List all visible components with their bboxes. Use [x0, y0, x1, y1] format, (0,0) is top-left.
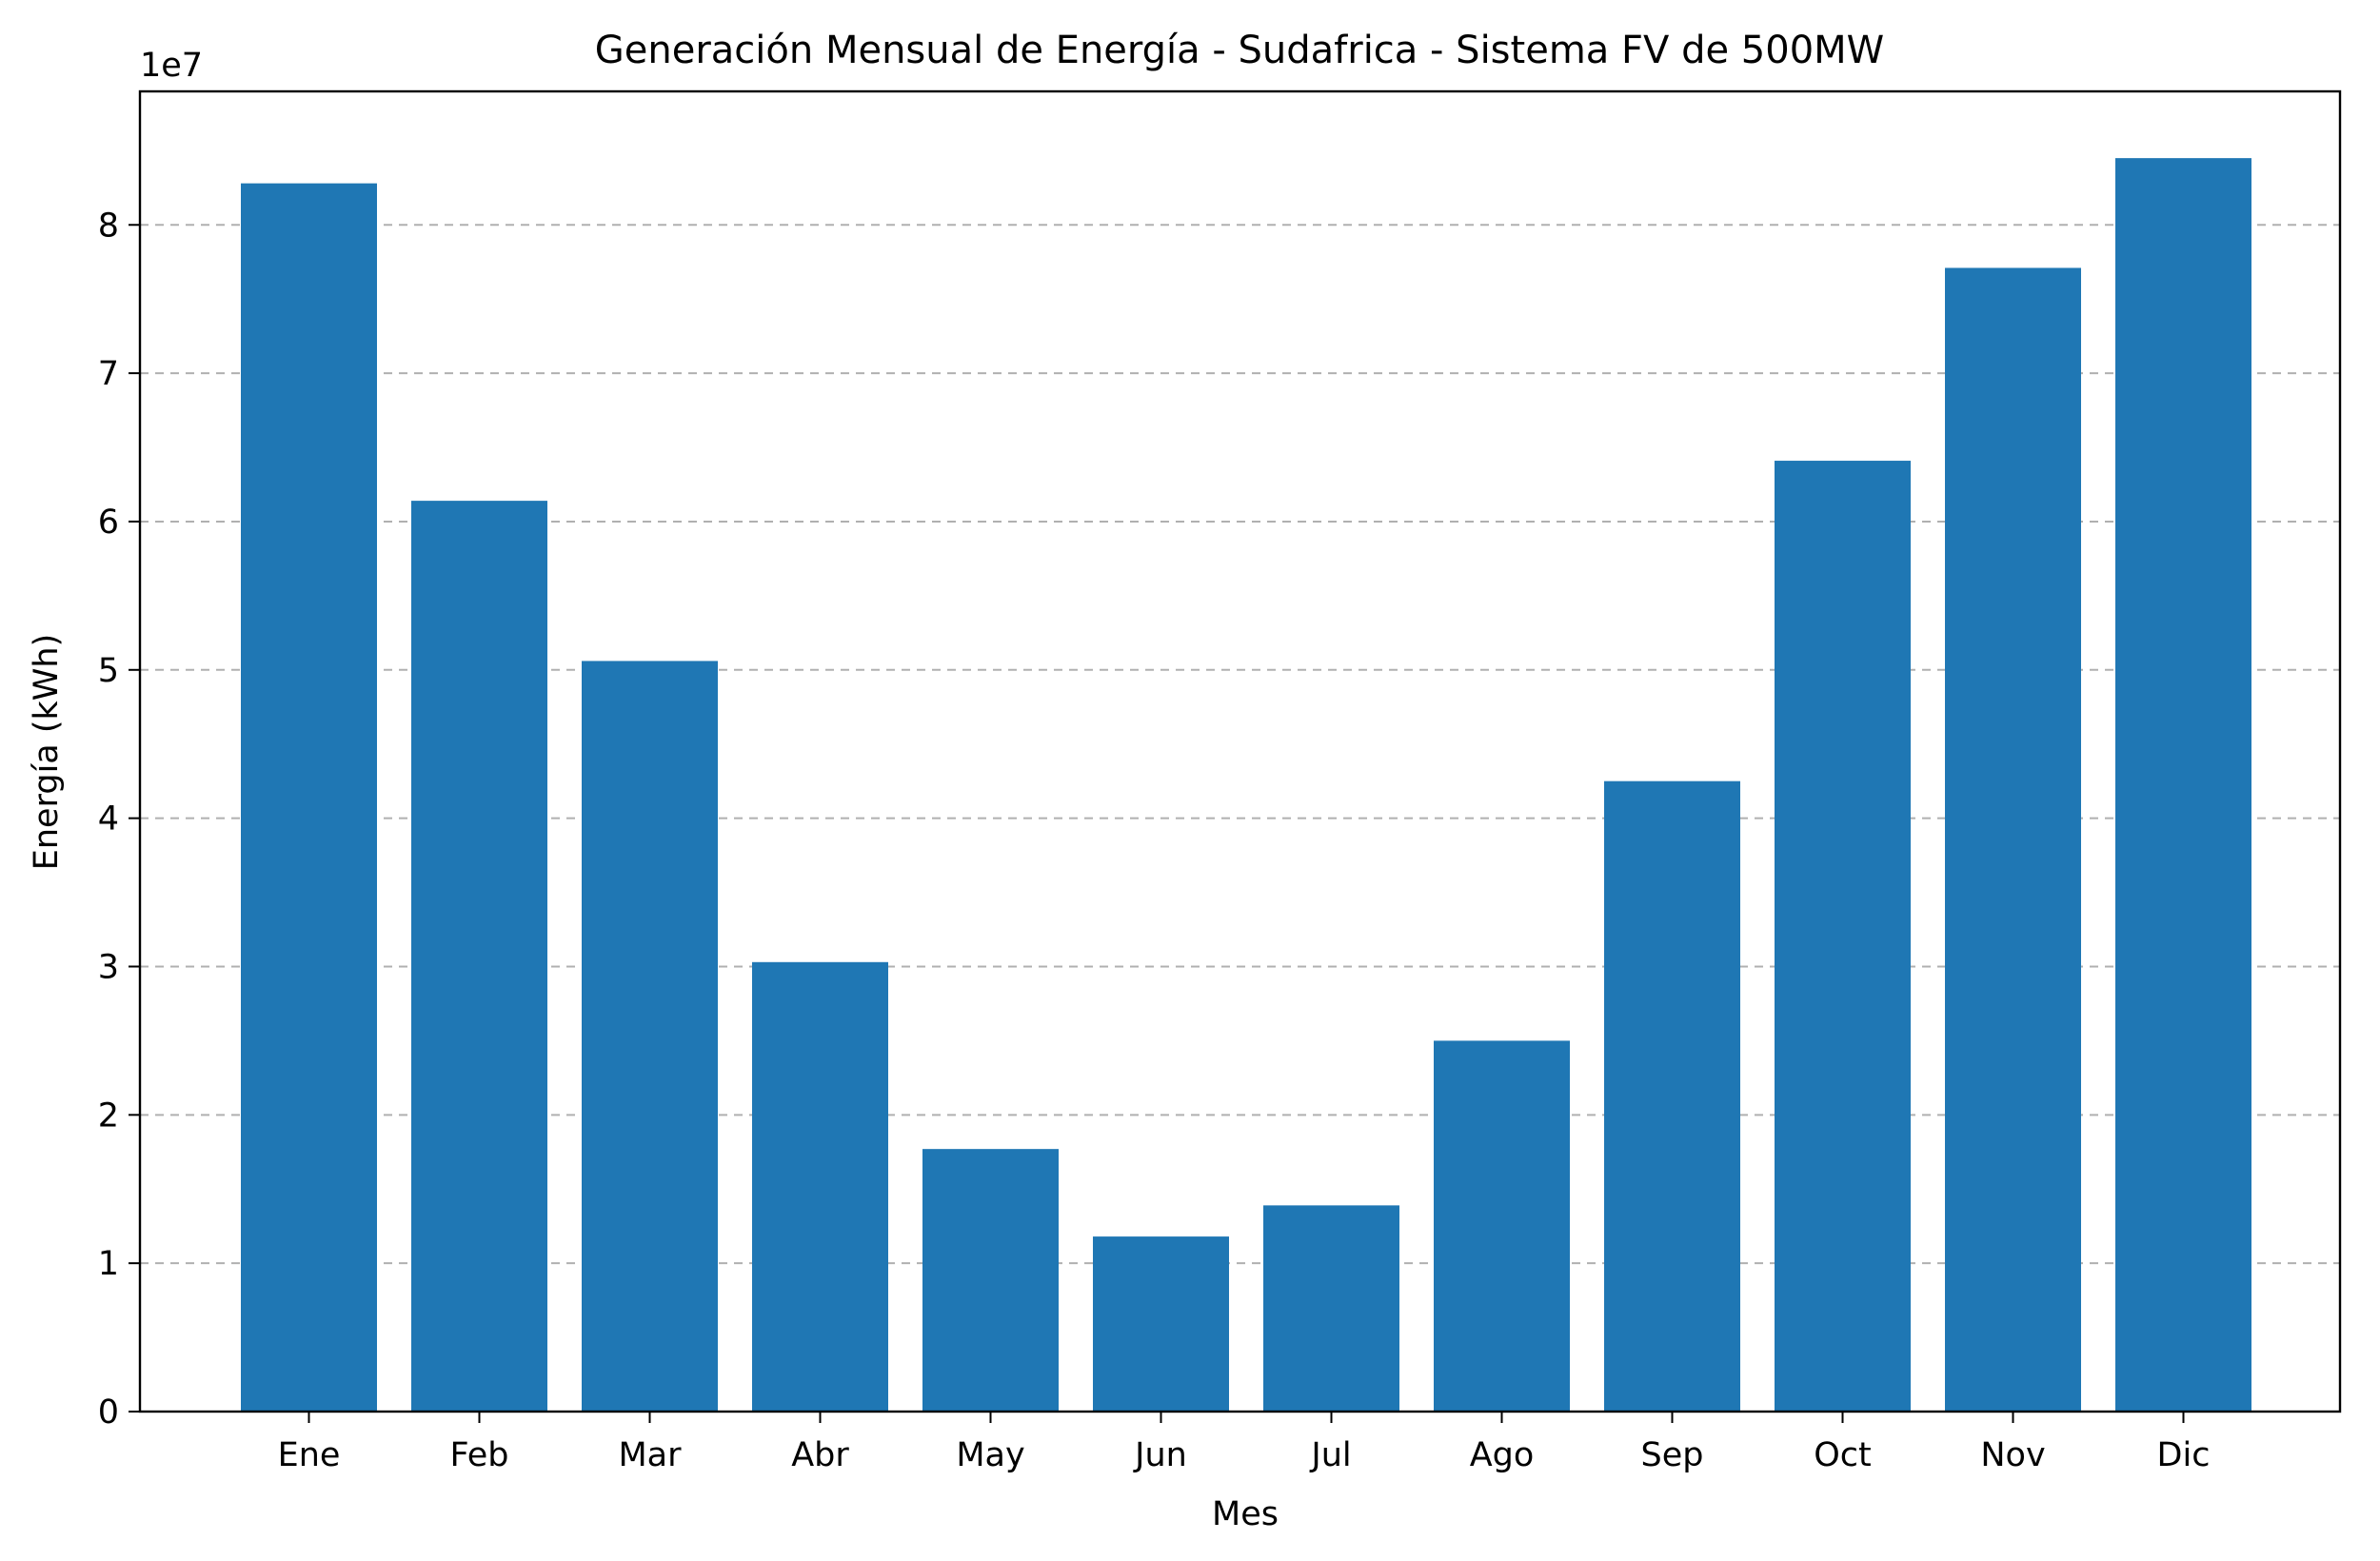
bar-oct: [1775, 461, 1911, 1412]
y-axis-offset-label: 1e7: [140, 47, 203, 85]
x-tick-label: Oct: [1814, 1436, 1872, 1474]
plot-frame: [138, 89, 2342, 1413]
x-tick-label: Mar: [618, 1436, 682, 1474]
bar-nov: [1945, 267, 2081, 1412]
y-tick-label: 7: [98, 355, 119, 393]
x-axis-ticks: Ene Feb Mar Abr May Jun Jul Ago Sep Oct Nov Dic: [278, 1412, 2211, 1474]
y-tick-label: 5: [98, 652, 119, 690]
x-tick-label: Jun: [1133, 1436, 1187, 1474]
x-tick-label: Feb: [450, 1436, 509, 1474]
x-tick-label: Sep: [1641, 1436, 1704, 1474]
x-tick-label: Dic: [2157, 1436, 2211, 1474]
y-tick-label: 3: [98, 948, 119, 986]
chart-title: Generación Mensual de Energía - Sudafric…: [595, 29, 1884, 72]
x-tick-label: Abr: [791, 1436, 849, 1474]
bar-feb: [411, 501, 547, 1412]
bar-abr: [752, 961, 888, 1412]
y-tick-label: 6: [98, 504, 119, 542]
x-tick-label: Ene: [278, 1436, 341, 1474]
y-tick-label: 2: [98, 1097, 119, 1135]
bar-jun: [1093, 1236, 1229, 1412]
x-tick-label: Ago: [1470, 1436, 1535, 1474]
x-tick-label: Nov: [1980, 1436, 2045, 1474]
x-tick-label: Jul: [1309, 1436, 1351, 1474]
bars: [241, 158, 2251, 1413]
bar-may: [922, 1149, 1059, 1412]
bar-ago: [1434, 1040, 1570, 1412]
y-tick-label: 1: [98, 1245, 119, 1283]
y-tick-label: 0: [98, 1393, 119, 1432]
bar-dic: [2115, 158, 2251, 1413]
bar-jul: [1263, 1205, 1399, 1412]
x-tick-label: May: [956, 1436, 1024, 1474]
x-axis-label: Mes: [1212, 1495, 1279, 1533]
bar-mar: [582, 661, 718, 1412]
y-axis-label: Energía (kWh): [28, 634, 66, 871]
bar-sep: [1604, 780, 1740, 1412]
y-tick-label: 4: [98, 800, 119, 839]
y-axis-ticks: 0 1 2 3 4 5 6 7 8: [98, 207, 140, 1432]
y-tick-label: 8: [98, 207, 119, 245]
bar-ene: [241, 183, 377, 1413]
